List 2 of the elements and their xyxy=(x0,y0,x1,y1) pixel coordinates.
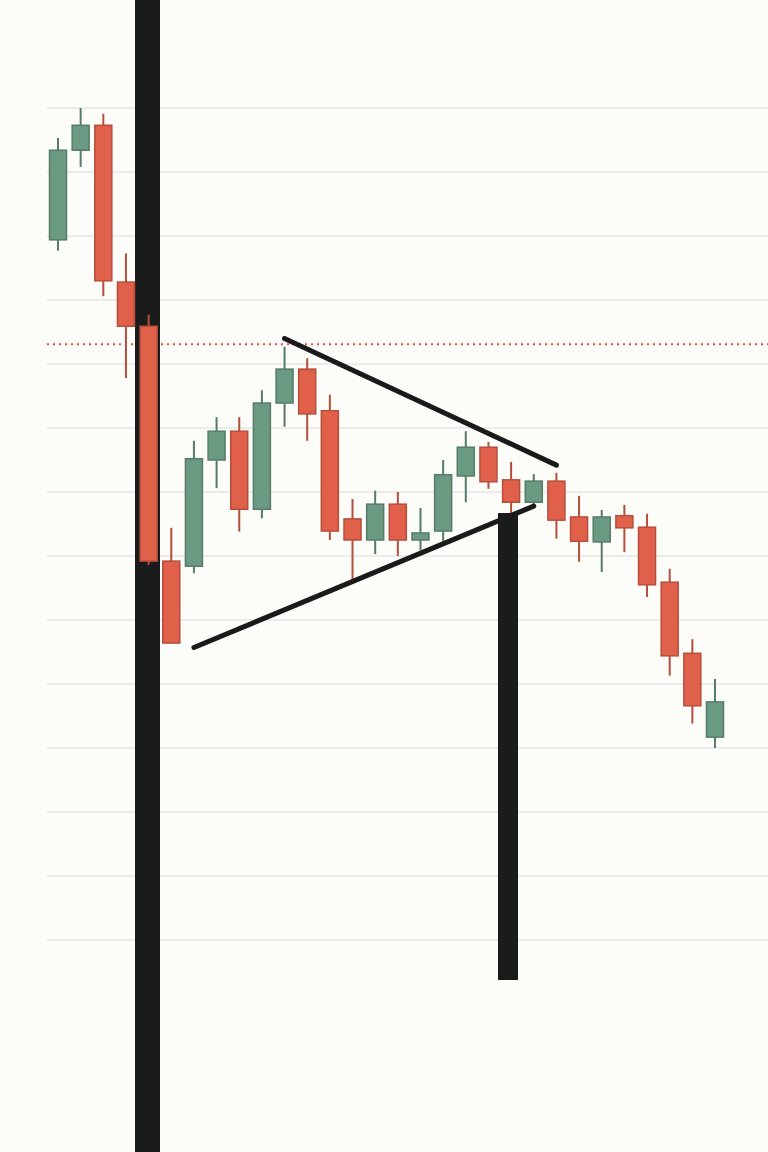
candlestick xyxy=(411,507,430,552)
candlestick xyxy=(615,503,634,554)
